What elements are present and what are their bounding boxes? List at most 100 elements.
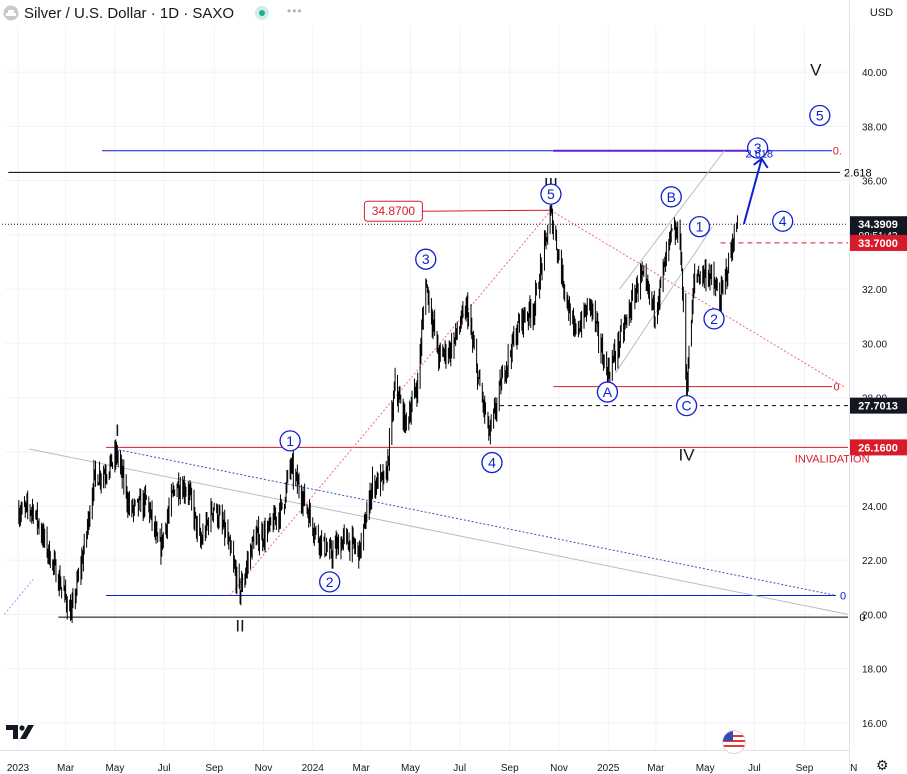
time-tick-label: Nov <box>550 763 568 774</box>
price-badge-label: 34.3909 <box>858 219 898 231</box>
wave-circle <box>809 104 831 127</box>
market-open-indicator-icon <box>255 6 269 20</box>
currency-selector[interactable]: USD <box>869 7 894 19</box>
wave-label-5: 5 <box>809 104 831 127</box>
wave-label-4: 4 <box>772 210 794 232</box>
wave-roman-I: I <box>115 421 120 440</box>
price-badge-label: 26.1600 <box>858 442 898 454</box>
wave-circle-text: 2 <box>710 311 718 327</box>
wave-circle <box>540 183 562 205</box>
time-tick-label: May <box>401 763 420 774</box>
wave-circle-text: 5 <box>816 107 824 123</box>
channel-lower <box>615 226 713 374</box>
wave-circle <box>596 381 619 403</box>
fib-label: 0 <box>840 590 846 602</box>
wave-circle <box>481 451 503 474</box>
time-tick-label: N <box>850 763 857 774</box>
time-tick-label: Mar <box>57 763 75 774</box>
price-tick-label: 22.00 <box>862 556 887 567</box>
price-tick-label: 24.00 <box>862 502 887 513</box>
price-tick-label: 36.00 <box>862 177 887 188</box>
time-tick-label: Nov <box>255 763 273 774</box>
chart-grid <box>5 26 855 750</box>
price-tick-label: 16.00 <box>862 719 887 730</box>
time-tick-label: Sep <box>205 763 223 774</box>
wave-circle-text: 1 <box>286 433 294 449</box>
fib-label: 2.618 <box>844 167 872 179</box>
price-callout-box <box>363 200 423 222</box>
wave-circle <box>703 308 725 330</box>
time-tick-label: Jul <box>453 763 466 774</box>
wave-circle <box>415 248 437 270</box>
wave-label-2: 2 <box>319 571 341 593</box>
price-badge-label: 33.7000 <box>858 238 898 250</box>
time-tick-label: Mar <box>353 763 371 774</box>
wave-label-3: 3 <box>746 137 769 159</box>
wave-circle <box>772 210 794 232</box>
price-tick-label: 38.00 <box>862 122 887 133</box>
price-badge-label: 27.7013 <box>858 401 898 413</box>
fib-label: 2.618 <box>746 148 774 160</box>
wave-label-1: 1 <box>279 430 301 452</box>
wave-annotations: 34.8700IIIIIIIVV12345ABC123452.6180.2.61… <box>115 60 872 635</box>
candlestick-series <box>18 202 738 623</box>
fib-label: 0 <box>859 612 865 624</box>
time-tick-label: Jul <box>158 763 171 774</box>
wave-circle-text: 4 <box>488 455 496 471</box>
wave-label-3: 3 <box>415 248 437 270</box>
wave-circle <box>279 430 301 452</box>
wave-label-4: 4 <box>481 451 503 474</box>
settings-gear-icon[interactable]: ⚙ <box>876 757 889 773</box>
fib-label: INVALIDATION <box>795 454 870 466</box>
wave-circle-text: 3 <box>422 251 430 267</box>
wave-roman-IV: IV <box>679 445 696 464</box>
wave-circle <box>688 216 711 238</box>
ghost-left <box>3 578 34 615</box>
time-tick-label: 2025 <box>597 763 620 774</box>
wave-circle-text: 4 <box>779 213 787 229</box>
time-tick-label: Sep <box>796 763 814 774</box>
fib-down-dotted <box>550 209 845 388</box>
wave-label-C: C <box>675 394 698 417</box>
tradingview-logo-icon[interactable] <box>6 722 36 742</box>
wave-circle <box>675 394 698 417</box>
wave-label-5: 5 <box>540 183 562 205</box>
price-tick-label: 30.00 <box>862 339 887 350</box>
wedge-lower-dotted <box>114 448 837 596</box>
projection-arrow <box>742 158 763 225</box>
time-tick-label: May <box>105 763 124 774</box>
wave-circle <box>660 186 682 208</box>
channel-upper <box>619 150 725 290</box>
wave-circle-text: 5 <box>547 186 555 202</box>
symbol-title[interactable]: Silver / U.S. Dollar · 1D · SAXO <box>24 4 235 22</box>
wave-circle-text: 3 <box>754 140 762 156</box>
time-tick-label: Sep <box>501 763 519 774</box>
drawing-lines <box>0 149 849 618</box>
fib-label: 0. <box>833 146 842 158</box>
dots-icon[interactable]: ••• <box>287 4 303 18</box>
wave-circle-text: C <box>682 398 692 414</box>
price-callout-line <box>422 209 551 212</box>
time-tick-label: May <box>696 763 715 774</box>
time-tick-label: Jul <box>748 763 761 774</box>
wave-circle-text: A <box>603 384 613 400</box>
wave-label-1: 1 <box>688 216 711 238</box>
silver-logo-icon <box>3 5 19 21</box>
wave-label-2: 2 <box>703 308 725 330</box>
time-tick-label: 2024 <box>302 763 325 774</box>
price-badge <box>850 397 907 414</box>
time-tick-label: Mar <box>647 763 665 774</box>
wave-label-A: A <box>596 381 619 403</box>
time-tick-label: 2023 <box>7 763 30 774</box>
us-flag-icon[interactable] <box>722 730 746 754</box>
price-callout-label: 34.8700 <box>372 204 416 218</box>
fib-up-dotted <box>229 210 552 596</box>
wave-circle-text: 2 <box>326 574 334 590</box>
wave-label-B: B <box>660 186 682 208</box>
price-badge <box>850 234 907 251</box>
wave-circle <box>319 571 341 593</box>
fib-label: 0 <box>834 382 840 394</box>
price-badge <box>850 439 907 456</box>
